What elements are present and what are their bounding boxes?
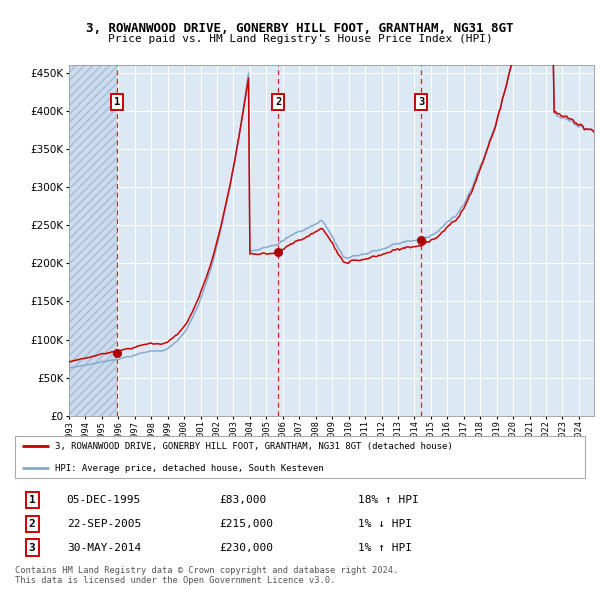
Text: £230,000: £230,000 — [220, 543, 274, 552]
Text: 3, ROWANWOOD DRIVE, GONERBY HILL FOOT, GRANTHAM, NG31 8GT (detached house): 3, ROWANWOOD DRIVE, GONERBY HILL FOOT, G… — [55, 442, 453, 451]
Text: 2: 2 — [29, 519, 35, 529]
Text: 1% ↑ HPI: 1% ↑ HPI — [358, 543, 412, 552]
Text: 1: 1 — [114, 97, 120, 107]
Text: Contains HM Land Registry data © Crown copyright and database right 2024.: Contains HM Land Registry data © Crown c… — [15, 566, 398, 575]
Text: 30-MAY-2014: 30-MAY-2014 — [67, 543, 141, 552]
Text: 3, ROWANWOOD DRIVE, GONERBY HILL FOOT, GRANTHAM, NG31 8GT: 3, ROWANWOOD DRIVE, GONERBY HILL FOOT, G… — [86, 22, 514, 35]
Text: £83,000: £83,000 — [220, 495, 266, 504]
Text: This data is licensed under the Open Government Licence v3.0.: This data is licensed under the Open Gov… — [15, 576, 335, 585]
Text: 1: 1 — [29, 495, 35, 504]
Text: 2: 2 — [275, 97, 281, 107]
Text: £215,000: £215,000 — [220, 519, 274, 529]
Bar — [69, 65, 117, 416]
Text: Price paid vs. HM Land Registry's House Price Index (HPI): Price paid vs. HM Land Registry's House … — [107, 34, 493, 44]
Text: 3: 3 — [418, 97, 424, 107]
Text: 05-DEC-1995: 05-DEC-1995 — [67, 495, 141, 504]
Text: 22-SEP-2005: 22-SEP-2005 — [67, 519, 141, 529]
Text: 1% ↓ HPI: 1% ↓ HPI — [358, 519, 412, 529]
FancyBboxPatch shape — [15, 436, 585, 478]
Text: 18% ↑ HPI: 18% ↑ HPI — [358, 495, 418, 504]
Text: HPI: Average price, detached house, South Kesteven: HPI: Average price, detached house, Sout… — [55, 464, 324, 473]
Text: 3: 3 — [29, 543, 35, 552]
